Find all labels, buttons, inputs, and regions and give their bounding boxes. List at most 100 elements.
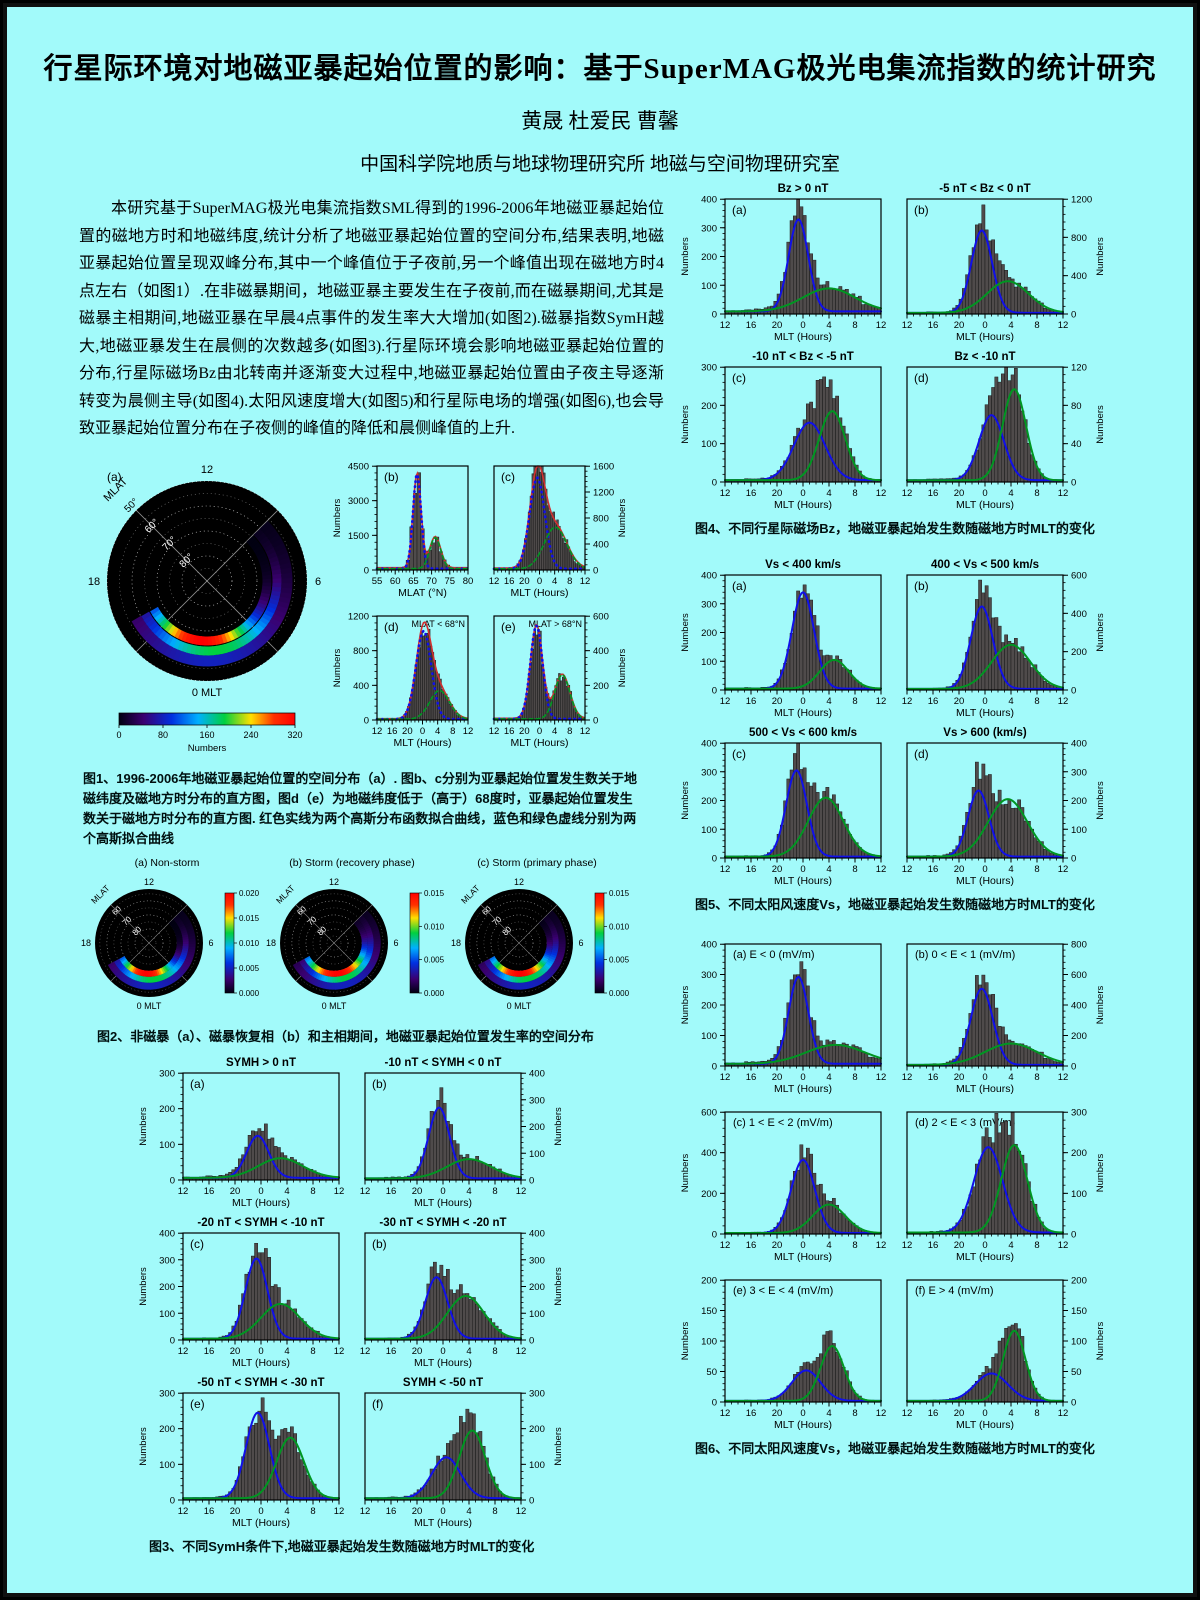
svg-text:12: 12 <box>144 877 154 887</box>
svg-text:(f) E > 4 (mV/m): (f) E > 4 (mV/m) <box>915 1285 994 1297</box>
svg-text:8: 8 <box>310 1506 315 1517</box>
svg-text:0: 0 <box>440 1186 445 1197</box>
svg-text:(d): (d) <box>384 620 399 634</box>
svg-text:0: 0 <box>170 1176 175 1187</box>
svg-text:12: 12 <box>876 696 887 707</box>
svg-text:0: 0 <box>982 864 987 875</box>
svg-text:0.010: 0.010 <box>424 923 445 932</box>
svg-text:400: 400 <box>701 739 717 750</box>
svg-text:Numbers: Numbers <box>680 1154 691 1193</box>
svg-text:12: 12 <box>489 576 500 587</box>
figure4-histogram-grid: Bz > 0 nT (a) 12 16 20 0 4 8 12 MLT (Hours) 0 100 20… <box>679 179 1185 515</box>
svg-text:4: 4 <box>826 1072 831 1083</box>
abstract-paragraph: 本研究基于SuperMAG极光电集流指数SML得到的1996-2006年地磁亚暴… <box>79 200 664 438</box>
figure1-histogram-grid: (b) 55 60 65 70 75 80 MLAT (°N) 0 1500 3000 4500 Num… <box>331 453 631 753</box>
svg-text:0: 0 <box>1071 686 1076 697</box>
svg-text:100: 100 <box>159 1460 175 1471</box>
svg-text:12: 12 <box>334 1506 345 1517</box>
svg-text:-10 nT < Bz < -5 nT: -10 nT < Bz < -5 nT <box>752 351 854 363</box>
svg-text:3000: 3000 <box>348 496 369 507</box>
svg-text:12: 12 <box>516 1506 527 1517</box>
svg-text:20: 20 <box>772 1408 783 1419</box>
fig2-polar-1: (b) Storm (recovery phase)607080MLAT1218… <box>266 857 445 1011</box>
svg-text:400: 400 <box>701 940 717 951</box>
svg-text:300: 300 <box>1071 1108 1087 1119</box>
svg-text:400: 400 <box>1071 739 1087 750</box>
svg-text:Vs < 400 km/s: Vs < 400 km/s <box>765 559 841 571</box>
svg-text:100: 100 <box>701 657 717 668</box>
svg-text:12: 12 <box>516 1346 527 1357</box>
svg-text:0.005: 0.005 <box>424 956 445 965</box>
svg-text:8: 8 <box>1034 696 1039 707</box>
svg-text:0.020: 0.020 <box>239 889 260 898</box>
svg-text:0: 0 <box>712 686 717 697</box>
svg-text:Numbers: Numbers <box>680 781 691 820</box>
fig1-panel-0: (b) 55 60 65 70 75 80 MLAT (°N) 0 1500 3000 4500 Num… <box>332 461 473 599</box>
svg-text:MLAT (°N): MLAT (°N) <box>398 587 447 599</box>
svg-text:100: 100 <box>701 1031 717 1042</box>
svg-text:12: 12 <box>902 1408 913 1419</box>
svg-text:0: 0 <box>258 1346 263 1357</box>
svg-text:12: 12 <box>1058 1240 1069 1251</box>
svg-text:200: 200 <box>701 628 717 639</box>
svg-text:Numbers: Numbers <box>680 237 691 276</box>
svg-text:100: 100 <box>1071 825 1087 836</box>
svg-text:0: 0 <box>712 1230 717 1241</box>
svg-text:Numbers: Numbers <box>617 498 628 537</box>
svg-text:100: 100 <box>529 1309 545 1320</box>
svg-text:12: 12 <box>1058 1408 1069 1419</box>
svg-text:300: 300 <box>701 599 717 610</box>
svg-text:200: 200 <box>701 796 717 807</box>
figure2-polar-row: (a) Non-storm 60 70 80 MLAT 12 18 6 0 MLT 0.020 0.… <box>79 855 664 1023</box>
svg-text:16: 16 <box>386 1346 397 1357</box>
svg-text:Numbers: Numbers <box>1095 781 1106 820</box>
svg-text:MLT (Hours): MLT (Hours) <box>414 1517 472 1529</box>
svg-text:16: 16 <box>204 1506 215 1517</box>
svg-text:0: 0 <box>1071 310 1076 321</box>
svg-text:200: 200 <box>701 252 717 263</box>
svg-text:4: 4 <box>552 576 557 587</box>
svg-text:4: 4 <box>1008 1072 1013 1083</box>
svg-text:0.005: 0.005 <box>609 956 630 965</box>
svg-text:4: 4 <box>466 1186 471 1197</box>
svg-text:(e) 3 < E < 4 (mV/m): (e) 3 < E < 4 (mV/m) <box>733 1285 833 1297</box>
svg-text:MLT (Hours): MLT (Hours) <box>956 1083 1014 1095</box>
svg-text:12: 12 <box>514 877 524 887</box>
svg-text:20: 20 <box>230 1506 241 1517</box>
svg-text:Numbers: Numbers <box>1095 613 1106 652</box>
svg-text:0: 0 <box>529 1176 534 1187</box>
svg-text:MLT (Hours): MLT (Hours) <box>774 1083 832 1095</box>
fig3-panel-4: -50 nT < SYMH < -30 nT(e)12 16 20 0 4 8 12MLT … <box>138 1377 345 1529</box>
svg-text:12: 12 <box>334 1186 345 1197</box>
svg-text:20: 20 <box>954 488 965 499</box>
svg-text:400: 400 <box>593 539 609 550</box>
svg-text:8: 8 <box>852 864 857 875</box>
svg-text:Numbers: Numbers <box>332 648 343 687</box>
svg-text:0: 0 <box>1071 854 1076 865</box>
svg-text:0.015: 0.015 <box>609 889 630 898</box>
svg-text:0: 0 <box>712 310 717 321</box>
svg-text:0.010: 0.010 <box>239 939 260 948</box>
svg-text:12: 12 <box>720 1240 731 1251</box>
svg-text:0.005: 0.005 <box>239 964 260 973</box>
svg-text:6: 6 <box>578 938 583 948</box>
svg-text:40: 40 <box>1071 439 1082 450</box>
svg-text:100: 100 <box>529 1149 545 1160</box>
svg-text:Numbers: Numbers <box>1095 986 1106 1025</box>
svg-text:0 MLT: 0 MLT <box>192 687 223 699</box>
svg-text:Numbers: Numbers <box>680 405 691 444</box>
svg-text:MLT (Hours): MLT (Hours) <box>956 1251 1014 1263</box>
svg-text:8: 8 <box>1034 1240 1039 1251</box>
svg-text:12: 12 <box>876 488 887 499</box>
svg-text:4: 4 <box>1008 864 1013 875</box>
svg-text:12: 12 <box>360 1186 371 1197</box>
svg-text:Numbers: Numbers <box>553 1107 564 1146</box>
svg-text:0: 0 <box>258 1186 263 1197</box>
svg-text:600: 600 <box>701 1108 717 1119</box>
svg-text:20: 20 <box>772 1072 783 1083</box>
svg-text:0: 0 <box>982 320 987 331</box>
svg-text:0: 0 <box>800 1408 805 1419</box>
